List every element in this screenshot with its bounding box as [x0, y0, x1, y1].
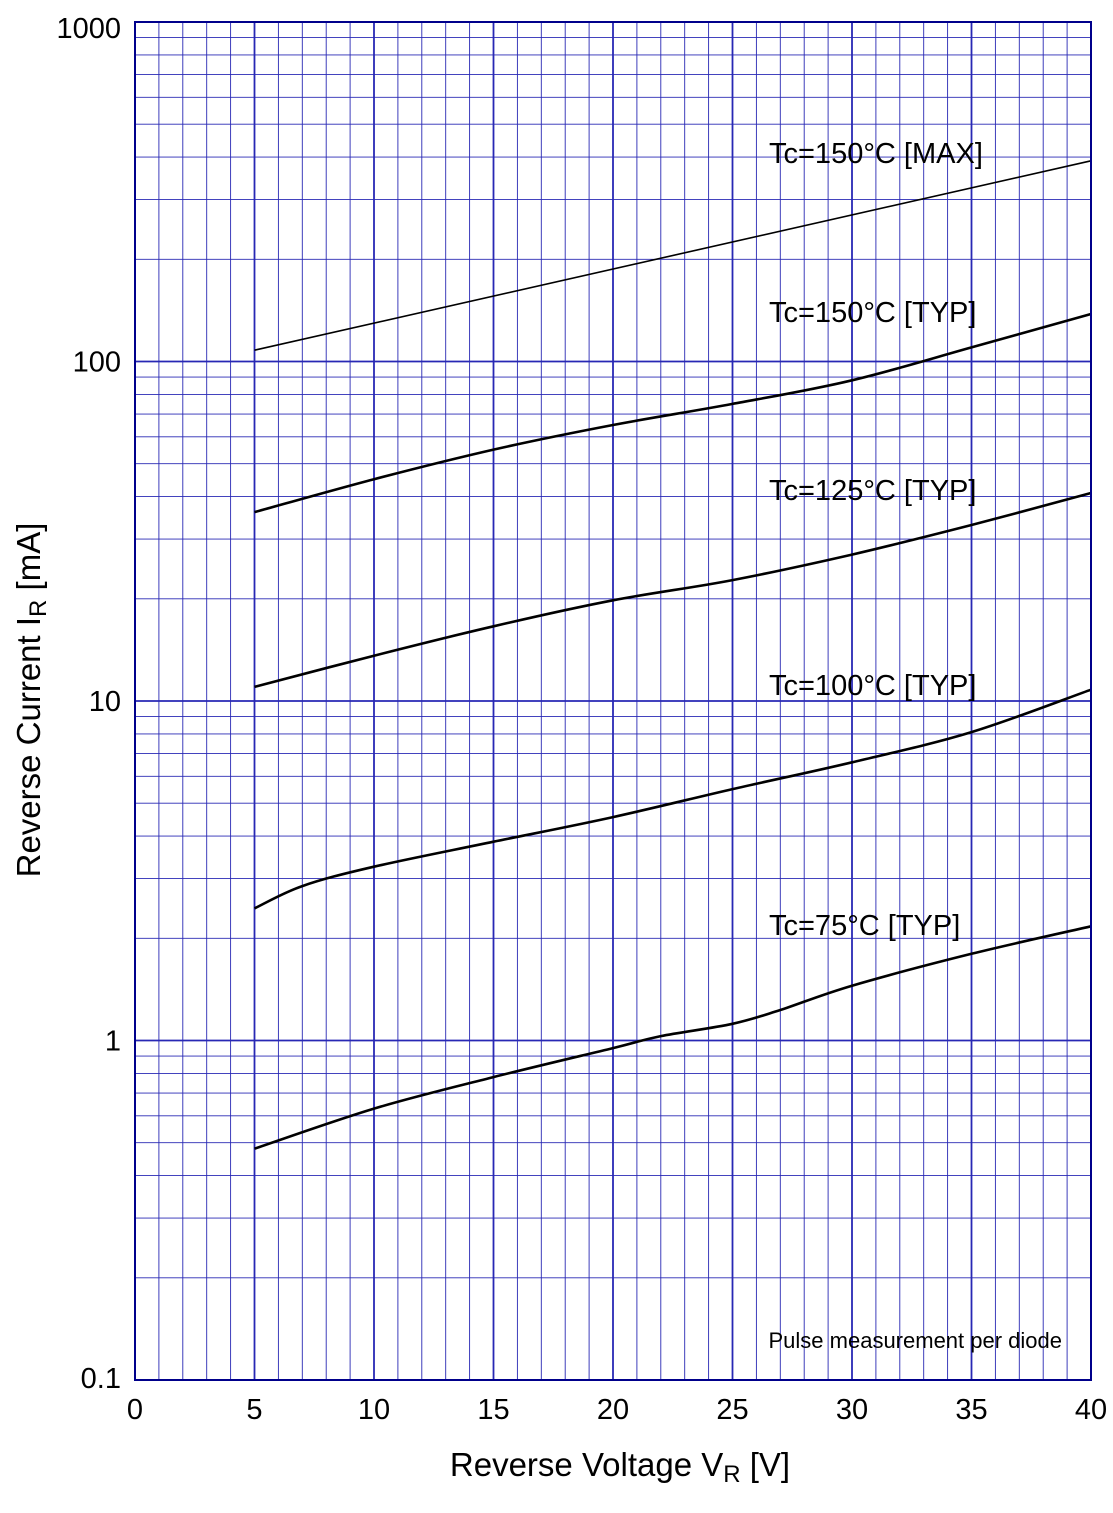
- series-label: Tc=150°C [TYP]: [769, 297, 976, 329]
- series-label: Tc=150°C [MAX]: [769, 138, 983, 170]
- y-tick-label: 1: [105, 1026, 121, 1058]
- series-line: [254, 925, 1092, 1150]
- y-tick-labels: 0.1 1 10 100 1000: [56, 13, 121, 1395]
- x-tick-label: 35: [955, 1394, 987, 1426]
- series-line: [254, 160, 1092, 351]
- x-tick-label: 0: [127, 1394, 143, 1426]
- grid: [135, 22, 1091, 1380]
- y-axis-title: Reverse Current IR [mA]: [10, 523, 52, 878]
- series-labels: Tc=150°C [MAX] Tc=150°C [TYP] Tc=125°C [TY…: [769, 138, 983, 942]
- y-tick-label: 10: [89, 686, 121, 718]
- series-line: [253, 688, 1092, 910]
- x-tick-labels: 0 5 10 15 20 25 30 35 40: [127, 1394, 1107, 1426]
- y-tick-label: 1000: [56, 13, 121, 45]
- x-tick-label: 5: [246, 1394, 262, 1426]
- x-tick-label: 10: [358, 1394, 390, 1426]
- series-line: [254, 491, 1092, 689]
- series-curves: [253, 160, 1092, 1150]
- series-label: Tc=125°C [TYP]: [769, 475, 976, 507]
- series-label: Tc=100°C [TYP]: [769, 670, 976, 702]
- measurement-note: Pulse measurement per diode: [769, 1328, 1063, 1353]
- x-tick-label: 40: [1075, 1394, 1107, 1426]
- x-tick-label: 20: [597, 1394, 629, 1426]
- series-line: [254, 312, 1092, 514]
- series-label: Tc=75°C [TYP]: [769, 910, 960, 942]
- x-tick-label: 25: [716, 1394, 748, 1426]
- y-tick-label: 0.1: [81, 1363, 121, 1395]
- x-tick-label: 30: [836, 1394, 868, 1426]
- x-tick-label: 15: [477, 1394, 509, 1426]
- plot-frame: [134, 21, 1092, 1381]
- y-tick-label: 100: [73, 347, 121, 379]
- x-axis-title: Reverse Voltage VR [V]: [450, 1446, 790, 1488]
